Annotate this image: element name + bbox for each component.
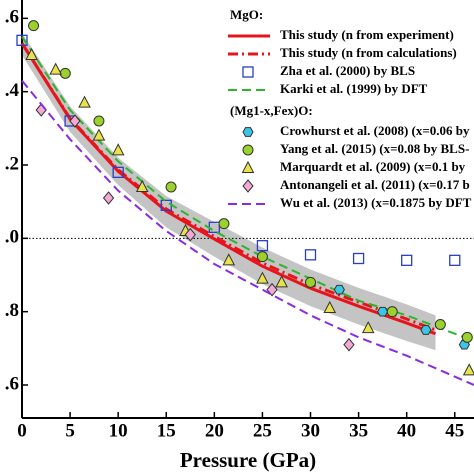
legend-marker <box>241 160 255 173</box>
x-tick-label: 10 <box>109 420 128 441</box>
legend-group: (Mg1-x,Fex)O: <box>230 103 313 118</box>
point <box>256 251 268 263</box>
point <box>461 331 473 343</box>
x-tick-label: 15 <box>157 420 176 441</box>
legend-label: Wu et al. (2013) (x=0.1875 by DFT <box>280 195 472 210</box>
legend-label: Yang et al. (2015) (x=0.08 by BLS- <box>280 141 469 156</box>
x-tick-label: 40 <box>397 420 416 441</box>
legend-label: Zha et al. (2000) by BLS <box>280 63 415 78</box>
point <box>304 249 317 261</box>
point <box>218 218 230 230</box>
point <box>59 67 71 79</box>
y-tick-label: .2 <box>5 153 19 174</box>
line <box>21 80 474 386</box>
x-tick-label: 30 <box>301 420 320 441</box>
legend-label: Crowhurst et al. (2008) (x=0.06 by <box>280 123 470 138</box>
point <box>333 284 345 295</box>
point <box>256 240 269 252</box>
legend-marker <box>242 144 254 156</box>
point <box>92 128 106 141</box>
x-tick-label: 25 <box>253 420 272 441</box>
x-tick-label: 45 <box>445 420 464 441</box>
point <box>165 181 177 193</box>
point <box>93 115 105 127</box>
point <box>135 179 149 192</box>
point <box>222 253 236 266</box>
legend-marker <box>242 127 254 137</box>
point <box>323 300 337 313</box>
point <box>462 363 474 376</box>
x-tick-label: 35 <box>349 420 368 441</box>
legend-label: Antonangeli et al. (2011) (x=0.17 b <box>280 177 470 192</box>
point <box>256 271 269 284</box>
legend-label: This study (n from calculations) <box>280 45 457 60</box>
point <box>401 254 413 266</box>
point <box>28 20 40 32</box>
point <box>305 276 317 288</box>
legend-group: MgO: <box>230 7 263 22</box>
y-tick-label: .6 <box>5 7 19 28</box>
point <box>35 103 47 117</box>
point <box>111 143 125 156</box>
point <box>377 306 389 317</box>
point <box>420 325 432 335</box>
point <box>275 275 288 288</box>
y-tick-label: .0 <box>5 227 19 248</box>
point <box>449 254 461 266</box>
x-tick-label: 20 <box>205 420 224 441</box>
point <box>434 319 446 330</box>
legend-label: Karki et al. (1999) by DFT <box>280 81 428 96</box>
point <box>25 47 38 60</box>
x-axis-label: Pressure (GPa) <box>180 448 316 472</box>
point <box>49 62 62 75</box>
point <box>78 95 91 108</box>
legend-label: Marquardt et al. (2009) (x=0.1 by <box>280 159 466 174</box>
legend-label: This study (n from experiment) <box>280 27 454 42</box>
y-tick-label: .4 <box>5 80 20 101</box>
point <box>352 252 365 265</box>
y-tick-label: .6 <box>5 373 19 394</box>
point <box>361 321 375 334</box>
x-tick-label: 0 <box>17 420 27 441</box>
point <box>69 114 81 128</box>
point <box>112 166 124 178</box>
legend-marker <box>242 66 254 78</box>
y-tick-label: .8 <box>5 300 19 321</box>
legend-marker <box>242 179 254 193</box>
point <box>343 337 355 352</box>
point <box>16 34 28 46</box>
point <box>386 306 398 318</box>
x-tick-label: 5 <box>65 420 75 441</box>
point <box>102 191 115 205</box>
point <box>184 227 196 242</box>
